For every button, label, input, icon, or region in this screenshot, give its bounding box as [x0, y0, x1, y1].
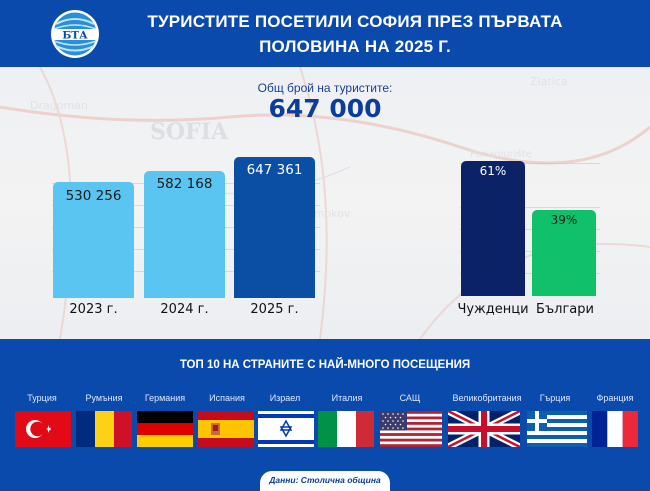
bar-bulgarians: 39%: [532, 210, 596, 296]
turkey-flag-icon: [15, 411, 71, 447]
country-label: Франция: [596, 393, 634, 403]
gridline: [460, 251, 600, 252]
gridline: [460, 163, 600, 164]
bar-value: 39%: [550, 213, 578, 227]
israel-flag-icon: [258, 411, 314, 447]
svg-text:SOFIA: SOFIA: [150, 119, 229, 145]
germany-flag-icon: [137, 411, 193, 447]
france-flag-icon: [592, 411, 638, 447]
header: БТА ТУРИСТИТЕ ПОСЕТИЛИ СОФИЯ ПРЕЗ ПЪРВАТ…: [0, 0, 650, 67]
total-tourists-value: 647 000: [268, 94, 382, 123]
gridline: [460, 207, 600, 208]
country-label: Израел: [269, 393, 301, 403]
country-label: Турция: [27, 393, 57, 403]
category-label: 2025 г.: [250, 302, 299, 317]
gridline: [460, 273, 600, 274]
uk-flag-icon: [448, 411, 520, 447]
country-label: Великобритания: [452, 393, 522, 403]
category-label: Българи: [536, 302, 594, 317]
svg-text:Dragoman: Dragoman: [30, 99, 88, 112]
bar-value: 582 168: [156, 176, 213, 192]
total-tourists-label: Общ брой на туристите:: [257, 81, 393, 95]
bar-value: 647 361: [246, 162, 303, 178]
bta-logo-icon: БТА: [51, 10, 99, 58]
data-source-label: Данни: Столична община: [260, 471, 390, 491]
category-label: 2024 г.: [160, 302, 209, 317]
bar-2023: 530 256: [53, 182, 134, 298]
spain-flag-icon: [198, 411, 254, 447]
country-label: Румъния: [85, 393, 123, 403]
top10-title: ТОП 10 НА СТРАНИТЕ С НАЙ-МНОГО ПОСЕЩЕНИЯ: [179, 359, 471, 371]
bar-foreigners: 61%: [461, 161, 525, 296]
svg-text:Zlatica: Zlatica: [530, 75, 568, 88]
country-label: Германия: [144, 393, 186, 403]
title-line-2: ПОЛОВИНА НА 2025 Г.: [259, 37, 451, 56]
title-line-1: ТУРИСТИТЕ ПОСЕТИЛИ СОФИЯ ПРЕЗ ПЪРВАТА: [147, 12, 563, 31]
country-label: Гърция: [539, 393, 571, 403]
svg-text:Panagjurište: Panagjurište: [470, 148, 532, 160]
country-label: Испания: [209, 393, 245, 403]
bar-value: 61%: [479, 164, 507, 178]
country-label: САЩ: [399, 393, 421, 403]
bar-2024: 582 168: [144, 171, 225, 298]
italy-flag-icon: [318, 411, 374, 447]
page-title: ТУРИСТИТЕ ПОСЕТИЛИ СОФИЯ ПРЕЗ ПЪРВАТА ПО…: [120, 9, 590, 59]
greece-flag-icon: [527, 411, 587, 447]
category-label: 2023 г.: [69, 302, 118, 317]
country-label: Италия: [331, 393, 363, 403]
svg-text:БТА: БТА: [62, 30, 88, 42]
bar-2025: 647 361: [234, 157, 315, 298]
usa-flag-icon: [380, 411, 442, 447]
gridline: [460, 229, 600, 230]
category-label: Чужденци: [457, 302, 529, 317]
bar-value: 530 256: [65, 188, 122, 204]
romania-flag-icon: [76, 411, 132, 447]
